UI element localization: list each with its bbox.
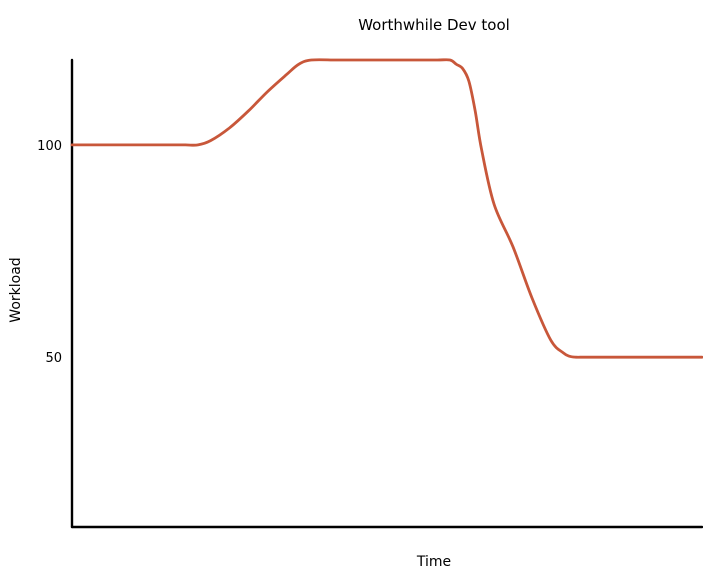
y-tick-label: 100 bbox=[37, 139, 62, 154]
y-tick-label: 50 bbox=[45, 351, 62, 366]
y-axis-label: Workload bbox=[8, 257, 24, 322]
chart-title: Worthwhile Dev tool bbox=[358, 16, 510, 34]
x-axis-label: Time bbox=[416, 554, 451, 570]
series-group bbox=[70, 58, 703, 359]
series-line bbox=[70, 58, 703, 359]
y-tick-labels: 50 100 bbox=[37, 139, 62, 366]
